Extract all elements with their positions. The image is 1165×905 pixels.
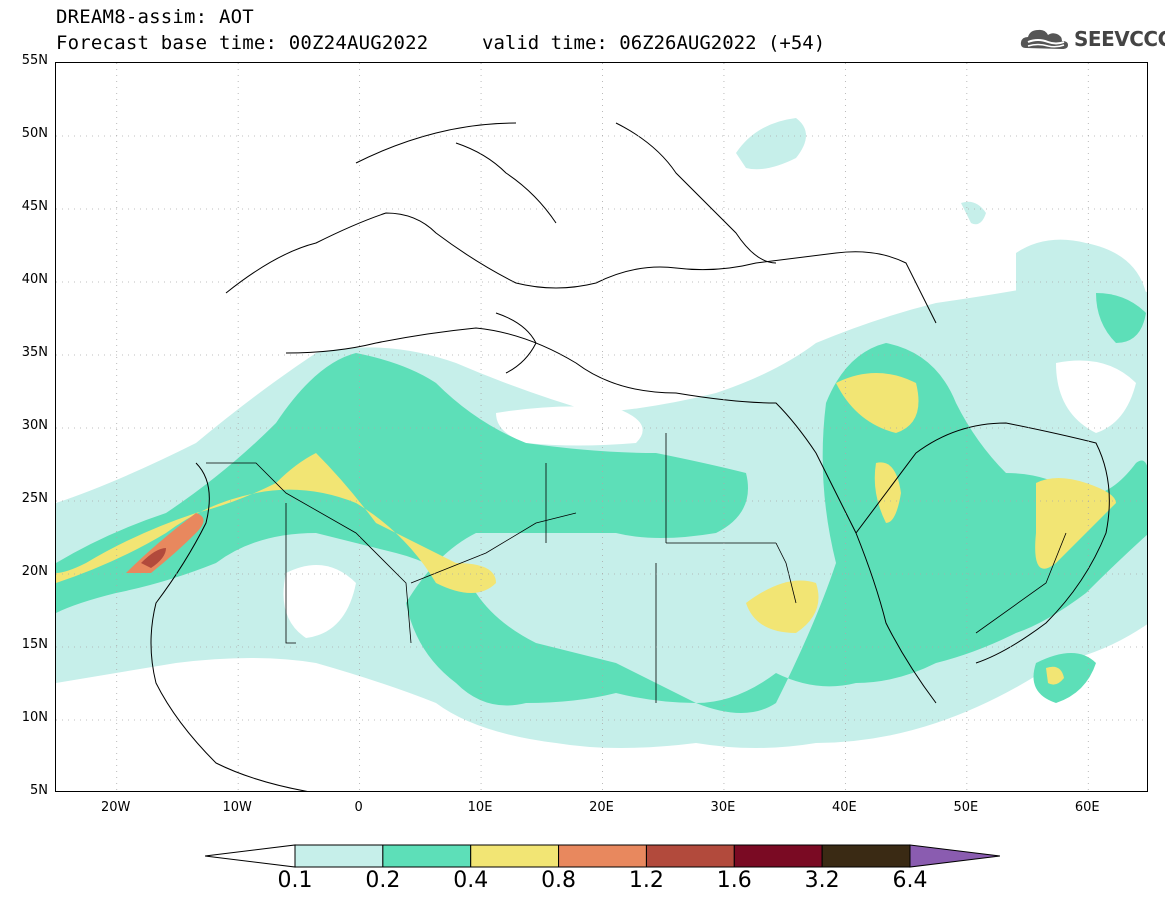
colorbar-swatch bbox=[470, 844, 560, 868]
lon-label: 40E bbox=[831, 800, 857, 815]
logo-text: SEEVCCC bbox=[1074, 27, 1165, 51]
lon-label: 50E bbox=[953, 800, 979, 815]
aot-gap bbox=[283, 360, 1136, 638]
coastlines bbox=[150, 122, 1110, 791]
colorbar-low-arrow bbox=[205, 844, 296, 868]
lat-label: 5N bbox=[30, 783, 48, 798]
colorbar bbox=[205, 844, 1000, 868]
forecast-base-time: Forecast base time: 00Z24AUG2022 bbox=[56, 32, 429, 54]
lat-label: 35N bbox=[21, 345, 48, 360]
colorbar-label: 0.2 bbox=[365, 868, 401, 893]
valid-time: valid time: 06Z26AUG2022 (+54) bbox=[482, 32, 826, 54]
colorbar-label: 0.8 bbox=[541, 868, 577, 893]
lat-label: 15N bbox=[21, 637, 48, 652]
colorbar-label: 0.1 bbox=[277, 868, 313, 893]
colorbar-label: 1.6 bbox=[716, 868, 752, 893]
aot-band-1-2 bbox=[141, 548, 166, 568]
lon-label: 20E bbox=[589, 800, 614, 815]
lon-label: 10W bbox=[222, 800, 252, 815]
lon-label: 10E bbox=[467, 800, 493, 815]
seevccc-logo: SEEVCCC bbox=[1018, 22, 1165, 56]
colorbar-swatch bbox=[294, 844, 384, 868]
lat-label: 45N bbox=[21, 199, 48, 214]
lat-label: 50N bbox=[21, 126, 48, 141]
lat-label: 25N bbox=[21, 491, 48, 506]
lon-label: 60E bbox=[1074, 800, 1100, 815]
colorbar-swatch bbox=[645, 844, 735, 868]
lat-lon-grid bbox=[56, 63, 1147, 791]
colorbar-label: 0.4 bbox=[453, 868, 489, 893]
cloud-logo-icon bbox=[1020, 29, 1068, 49]
chart-title: DREAM8-assim: AOT bbox=[56, 6, 254, 28]
lon-label: 30E bbox=[710, 800, 736, 815]
colorbar-label: 1.2 bbox=[628, 868, 664, 893]
colorbar-swatch bbox=[558, 844, 647, 868]
map-canvas bbox=[56, 63, 1147, 791]
lon-label: 0 bbox=[354, 800, 363, 815]
colorbar-swatch bbox=[382, 844, 472, 868]
lat-label: 10N bbox=[21, 710, 48, 725]
lon-label: 20W bbox=[101, 800, 131, 815]
colorbar-label: 6.4 bbox=[892, 868, 928, 893]
lat-label: 55N bbox=[21, 53, 48, 68]
aot-band-0-2 bbox=[56, 293, 1147, 713]
colorbar-high-arrow bbox=[909, 844, 1000, 868]
colorbar-swatch bbox=[733, 844, 823, 868]
aot-band-0-8 bbox=[126, 513, 204, 573]
colorbar-swatch bbox=[821, 844, 911, 868]
aot-band-0-4 bbox=[56, 373, 1116, 685]
lat-label: 20N bbox=[21, 564, 48, 579]
colorbar-label: 3.2 bbox=[804, 868, 840, 893]
lat-label: 40N bbox=[21, 272, 48, 287]
aot-map bbox=[55, 62, 1148, 792]
country-borders bbox=[206, 433, 1067, 703]
lat-label: 30N bbox=[21, 418, 48, 433]
